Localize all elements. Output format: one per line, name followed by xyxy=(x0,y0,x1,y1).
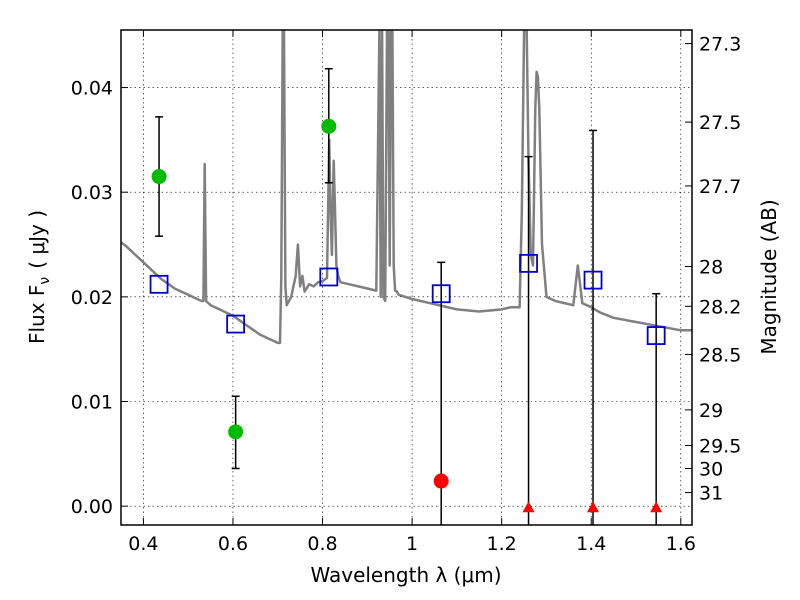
y2-tick-label: 29.5 xyxy=(699,435,741,457)
y-axis-title: Flux Fν ( μJy ) xyxy=(25,210,53,344)
model-photometry-point xyxy=(583,270,603,290)
x-tick-label: 1.6 xyxy=(666,533,696,555)
x-tick-label: 0.6 xyxy=(218,533,248,555)
upper-limit-marker xyxy=(587,501,600,513)
x-tick-label: 1 xyxy=(406,533,418,555)
detection-point xyxy=(228,424,244,440)
model-photometry-point xyxy=(519,253,538,273)
x-tick-label: 0.4 xyxy=(128,533,158,555)
y2-axis-title: Magnitude (AB) xyxy=(757,199,781,354)
detection-point xyxy=(321,118,337,134)
plot-frame xyxy=(120,29,693,526)
y-tick-label: 0.00 xyxy=(71,496,113,518)
axes: 0.4 0.6 0.8 1 1.2 1.4 1.6 0.00 0.01 0.02 0.03 0.04 2… xyxy=(71,30,741,555)
y-tick-label: 0.01 xyxy=(71,392,113,414)
y2-tick-label: 28 xyxy=(699,257,723,279)
y-tick-label: 0.02 xyxy=(71,287,113,309)
model-photometry-point xyxy=(431,284,451,304)
x-tick-label: 0.8 xyxy=(307,533,337,555)
y-axis-title-main: Flux F xyxy=(25,285,49,344)
y2-tick-label: 28.5 xyxy=(699,344,741,366)
model-photometry-point xyxy=(319,267,339,287)
weak-detection-point xyxy=(433,473,449,489)
grid xyxy=(121,30,692,525)
y-tick-label: 0.04 xyxy=(71,78,113,100)
plot-area xyxy=(121,30,692,525)
y-axis-title-subscript: ν xyxy=(37,277,53,285)
y2-tick-label: 30 xyxy=(699,458,723,480)
x-tick-label: 1.4 xyxy=(576,533,606,555)
model-photometry-point xyxy=(149,274,169,294)
y2-tick-label: 27.5 xyxy=(699,112,741,134)
y2-tick-label: 29 xyxy=(699,400,723,422)
y2-tick-label: 27.7 xyxy=(699,176,741,198)
y-axis-title-unit: ( μJy ) xyxy=(25,210,49,269)
model-spectrum-line xyxy=(121,30,692,345)
y2-tick-label: 31 xyxy=(699,483,723,505)
detection-point xyxy=(151,169,167,185)
upper-limit-marker xyxy=(522,501,535,513)
model-photometry-point xyxy=(226,314,246,334)
x-tick-label: 1.2 xyxy=(487,533,517,555)
y-tick-label: 0.03 xyxy=(71,182,113,204)
upper-limit-marker xyxy=(650,501,663,513)
y2-tick-label: 28.2 xyxy=(699,296,741,318)
x-axis-title: Wavelength λ (μm) xyxy=(310,563,501,587)
y2-tick-label: 27.3 xyxy=(699,34,741,56)
model-photometry-point xyxy=(646,326,666,345)
